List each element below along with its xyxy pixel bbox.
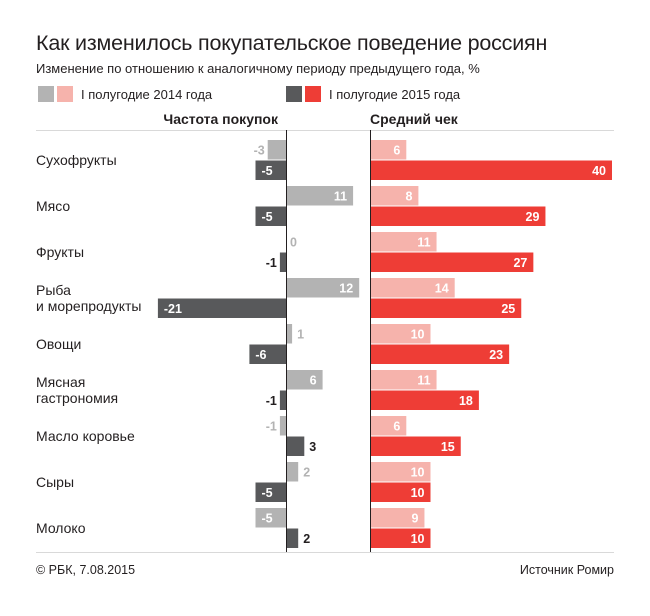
check-bar-2015	[370, 344, 510, 364]
category-label: Мясная	[36, 374, 85, 390]
check-bar-2014	[370, 324, 431, 344]
check-label-2015: 40	[592, 164, 606, 178]
freq-label-2015: 3	[309, 440, 316, 454]
category-label: Рыба	[36, 282, 71, 298]
check-bar-2014	[370, 232, 437, 252]
freq-bar-2015	[249, 344, 286, 364]
check-bar-2015	[370, 160, 612, 180]
check-bar-2015	[370, 482, 431, 502]
freq-bar-2015	[157, 298, 286, 318]
check-label-2015: 27	[513, 256, 527, 270]
freq-bar-2014	[286, 462, 299, 482]
freq-label-2014: 1	[297, 327, 304, 341]
freq-bar-2015	[286, 528, 299, 548]
check-bar-2014	[370, 416, 407, 436]
freq-bar-2015	[255, 206, 286, 226]
category-label: Сухофрукты	[36, 152, 117, 168]
freq-label-2014: -1	[266, 419, 277, 433]
freq-label-2015: 2	[303, 532, 310, 546]
freq-bar-2015	[286, 436, 305, 456]
check-bar-2015	[370, 390, 479, 410]
category-label: Овощи	[36, 336, 81, 352]
check-label-2015: 10	[411, 532, 425, 546]
freq-label-2015: -21	[164, 302, 182, 316]
freq-label-2015: -1	[266, 394, 277, 408]
check-label-2015: 15	[441, 440, 455, 454]
check-label-2014: 8	[405, 189, 412, 203]
check-label-2014: 6	[393, 419, 400, 433]
freq-bar-2014	[286, 324, 293, 344]
freq-label-2014: -5	[262, 511, 273, 525]
freq-label-2014: 0	[290, 235, 297, 249]
chart-subtitle: Изменение по отношению к аналогичному пе…	[36, 61, 480, 76]
freq-label-2014: 11	[334, 189, 347, 203]
check-bar-2015	[370, 206, 546, 226]
freq-bar-2015	[255, 482, 286, 502]
check-bar-2014	[370, 508, 425, 528]
check-label-2015: 18	[459, 394, 473, 408]
legend-label-2015: I полугодие 2015 года	[329, 86, 461, 102]
copyright-text: © РБК, 7.08.2015	[36, 563, 136, 577]
check-label-2014: 10	[411, 465, 425, 479]
legend-swatch-check-2014	[57, 86, 73, 102]
freq-label-2014: 2	[303, 465, 310, 479]
freq-bar-2014	[286, 370, 323, 390]
check-label-2015: 10	[411, 486, 425, 500]
freq-label-2014: 12	[339, 281, 353, 295]
freq-bar-2014	[286, 278, 360, 298]
check-label-2014: 10	[411, 327, 425, 341]
check-bar-2015	[370, 298, 522, 318]
check-bar-2015	[370, 252, 534, 272]
legend-item-2015: I полугодие 2015 года	[286, 85, 460, 103]
source-text: Источник Ромир	[519, 563, 614, 577]
check-label-2015: 29	[526, 210, 540, 224]
check-bar-2014	[370, 140, 407, 160]
legend-swatch-check-2015	[305, 86, 321, 102]
freq-label-2015: -5	[262, 486, 273, 500]
check-bar-2014	[370, 370, 437, 390]
check-label-2014: 11	[417, 373, 430, 387]
category-label: гастрономия	[36, 390, 118, 406]
legend-swatch-freq-2015	[286, 86, 302, 102]
legend-swatch-freq-2014	[38, 86, 54, 102]
freq-label-2015: -1	[266, 256, 277, 270]
panel-title-freq: Частота покупок	[163, 111, 279, 127]
freq-bar-2014	[267, 140, 286, 160]
check-label-2014: 14	[435, 281, 449, 295]
check-bar-2015	[370, 528, 431, 548]
freq-label-2015: -6	[255, 348, 266, 362]
check-label-2014: 9	[411, 511, 418, 525]
category-label: Масло коровье	[36, 428, 135, 444]
category-label: Мясо	[36, 198, 70, 214]
freq-bar-2014	[255, 508, 286, 528]
category-label: Сыры	[36, 474, 74, 490]
check-label-2015: 25	[501, 302, 515, 316]
freq-bar-2015	[279, 252, 286, 272]
freq-label-2014: -3	[254, 143, 265, 157]
freq-bar-2015	[279, 390, 286, 410]
check-bar-2014	[370, 278, 455, 298]
check-label-2015: 23	[489, 348, 503, 362]
category-label: и морепродукты	[36, 298, 141, 314]
panel-title-check: Средний чек	[370, 111, 459, 127]
freq-label-2015: -5	[262, 164, 273, 178]
freq-bar-2015	[255, 160, 286, 180]
check-bar-2014	[370, 186, 419, 206]
check-label-2014: 11	[417, 235, 430, 249]
freq-label-2014: 6	[310, 373, 317, 387]
check-bar-2014	[370, 462, 431, 482]
check-bar-2015	[370, 436, 461, 456]
freq-bar-2014	[286, 186, 354, 206]
freq-bar-2014	[279, 416, 286, 436]
legend-item-2014: I полугодие 2014 года	[38, 85, 212, 103]
check-label-2014: 6	[393, 143, 400, 157]
freq-label-2015: -5	[262, 210, 273, 224]
legend-label-2014: I полугодие 2014 года	[81, 86, 213, 102]
chart-title: Как изменилось покупательское поведение …	[36, 31, 548, 55]
category-label: Фрукты	[36, 244, 84, 260]
category-label: Молоко	[36, 520, 86, 536]
